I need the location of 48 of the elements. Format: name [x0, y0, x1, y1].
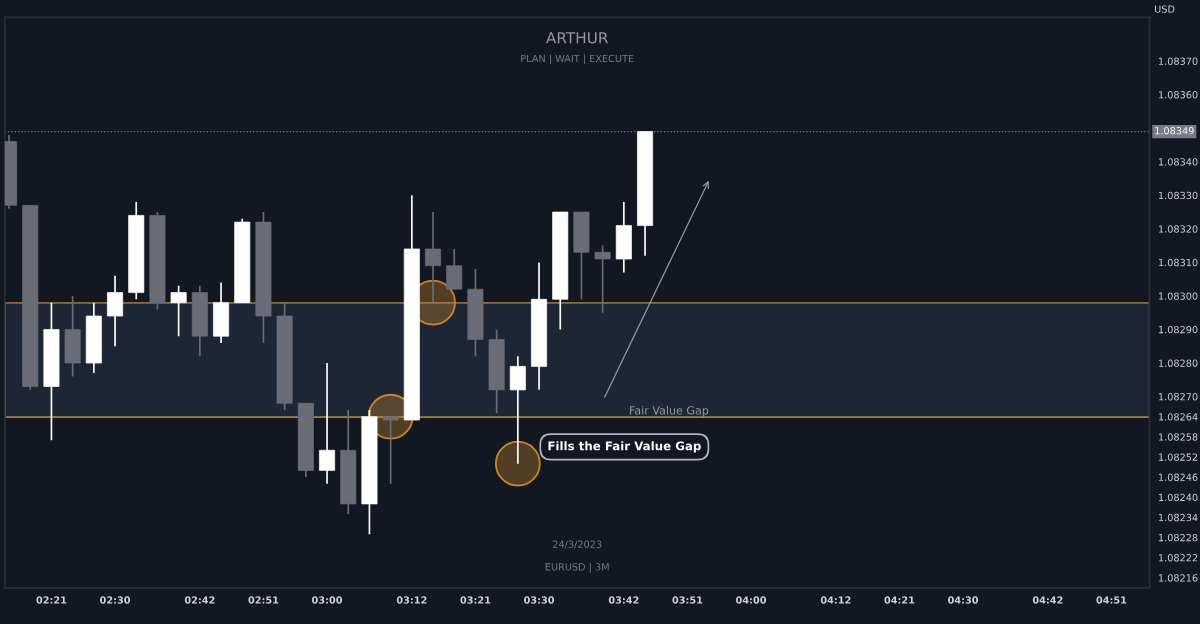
y-tick-label: 1.08222: [1159, 554, 1198, 562]
x-tick-label: 04:42: [1032, 596, 1063, 604]
band-label: Fair Value Gap: [630, 405, 709, 417]
text: ARTHUR: [546, 32, 609, 44]
y-tick-label: 1.08240: [1159, 493, 1198, 502]
x-tick-label: 04:12: [820, 596, 851, 604]
x-tick-label: 03:30: [524, 596, 555, 604]
x-tick-label: 04:00: [736, 596, 767, 604]
y-tick-label: 1.08290: [1159, 325, 1198, 334]
y-tick-label: 1.08216: [1159, 574, 1198, 582]
x-tick-label: 03:51: [672, 596, 703, 604]
y-tick-label: 1.08340: [1159, 158, 1198, 166]
x-tick-label: 03:00: [312, 596, 343, 604]
y-tick-label: 1.08228: [1159, 533, 1198, 542]
annotation: Fills the Fair Value Gap: [548, 441, 701, 453]
x-tick-label: 03:21: [460, 596, 491, 604]
y-tick-label: 1.08264: [1159, 413, 1198, 421]
x-tick-label: 02:42: [184, 596, 215, 604]
x-tick-label: 02:51: [248, 596, 279, 604]
candlestick: [425, 211, 442, 304]
y-tick-label: 1.08320: [1159, 225, 1198, 233]
y-tick-label: 1.08360: [1159, 91, 1198, 99]
x-tick-label: 03:12: [396, 596, 427, 604]
annotation: 24/3/2023: [552, 540, 602, 549]
y-tick-label: 1.08330: [1159, 191, 1198, 200]
x-tick-label: 04:30: [948, 596, 979, 604]
y-tick-label: 1.08246: [1159, 473, 1198, 481]
point: [494, 440, 541, 487]
ref-line-label: 1.08349: [1155, 127, 1194, 135]
x-tick-label: 04:21: [884, 596, 915, 604]
y-tick-label: 1.08280: [1159, 359, 1198, 367]
candlestick: [594, 244, 611, 314]
y-tick-label: 1.08252: [1159, 453, 1198, 461]
x-tick-label: 04:51: [1096, 596, 1127, 604]
x-tick-label: 02:30: [100, 596, 131, 604]
candlestick: [382, 415, 399, 485]
y-tick-label: 1.08258: [1159, 433, 1198, 441]
y-axis-title: USD: [1155, 5, 1175, 13]
text: PLAN | WAIT | EXECUTE: [521, 54, 634, 65]
y-tick-label: 1.08300: [1159, 292, 1198, 300]
y-tick-label: 1.08270: [1159, 393, 1198, 401]
annotation: EURUSD | 3M: [545, 562, 609, 573]
candlestick: [446, 248, 463, 291]
y-tick-label: 1.08310: [1159, 258, 1198, 267]
x-tick-label: 02:21: [36, 596, 67, 604]
y-tick-label: 1.08370: [1159, 57, 1198, 65]
y-tick-label: 1.08234: [1159, 513, 1198, 522]
x-tick-label: 03:42: [608, 596, 639, 604]
